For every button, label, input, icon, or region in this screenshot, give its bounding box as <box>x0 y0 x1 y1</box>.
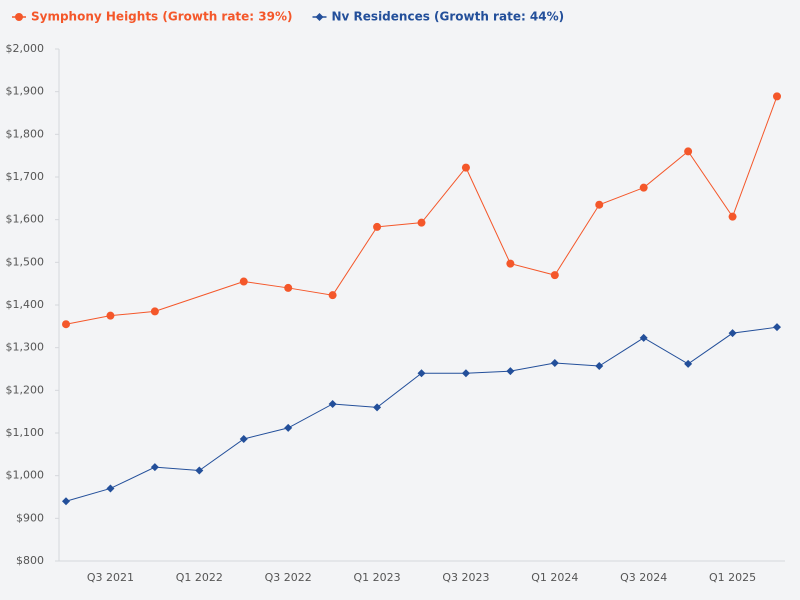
y-tick-label: $800 <box>16 554 44 567</box>
x-tick-label: Q3 2021 <box>87 571 134 584</box>
y-tick-label: $1,300 <box>6 341 45 354</box>
point <box>62 320 70 329</box>
x-tick-label: Q1 2025 <box>709 571 756 584</box>
y-tick-label: $1,000 <box>6 469 45 482</box>
y-tick-label: $1,700 <box>6 170 45 183</box>
y-tick-label: $2,000 <box>6 42 45 55</box>
point <box>728 212 737 221</box>
y-tick-label: $1,100 <box>6 426 45 439</box>
x-tick-label: Q1 2023 <box>353 571 400 584</box>
point <box>461 369 470 378</box>
point <box>328 291 337 300</box>
point <box>461 163 470 172</box>
y-tick-label: $900 <box>16 511 44 524</box>
y-tick-label: $1,200 <box>6 383 45 396</box>
point <box>284 423 293 432</box>
point <box>595 200 604 209</box>
x-tick-label: Q1 2022 <box>176 571 223 584</box>
x-tick-label: Q3 2024 <box>620 571 667 584</box>
legend-marker <box>315 13 324 21</box>
legend-label: Symphony Heights (Growth rate: 39%) <box>31 10 293 24</box>
point <box>106 484 115 493</box>
x-tick-label: Q1 2024 <box>531 571 578 584</box>
point <box>773 92 781 101</box>
point <box>684 359 693 368</box>
point <box>417 218 426 227</box>
point <box>550 359 559 368</box>
y-tick-label: $1,600 <box>6 213 45 226</box>
point <box>239 434 248 443</box>
point <box>106 311 115 320</box>
point <box>373 222 382 231</box>
point <box>328 399 337 408</box>
y-tick-label: $1,800 <box>6 127 45 140</box>
point <box>550 271 559 280</box>
point <box>195 466 204 475</box>
point <box>728 329 737 338</box>
point <box>506 259 515 268</box>
legend-label: Nv Residences (Growth rate: 44%) <box>332 10 565 24</box>
point <box>373 403 382 412</box>
point <box>684 147 693 156</box>
x-tick-label: Q3 2023 <box>442 571 489 584</box>
y-tick-label: $1,400 <box>6 298 45 311</box>
point <box>595 362 604 371</box>
point <box>417 369 426 378</box>
point <box>639 183 648 192</box>
point <box>239 277 248 286</box>
legend-marker <box>15 13 23 21</box>
point <box>150 463 159 472</box>
y-tick-label: $1,900 <box>6 85 45 98</box>
point <box>639 333 648 342</box>
gap-connector <box>154 281 244 312</box>
point <box>284 283 293 292</box>
point <box>62 497 70 506</box>
point <box>150 307 159 316</box>
y-tick-label: $1,500 <box>6 255 45 268</box>
point <box>773 323 781 332</box>
point <box>506 367 515 376</box>
x-tick-label: Q3 2022 <box>265 571 312 584</box>
